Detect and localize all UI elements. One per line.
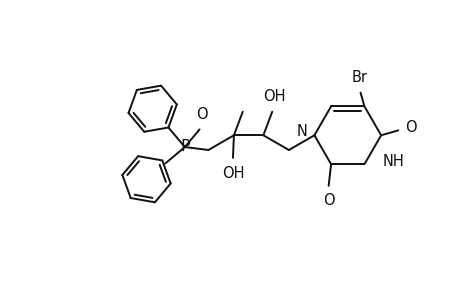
Text: N: N <box>296 124 307 139</box>
Text: O: O <box>404 120 416 135</box>
Text: Br: Br <box>351 70 367 85</box>
Text: O: O <box>195 107 207 122</box>
Text: OH: OH <box>221 166 244 181</box>
Text: O: O <box>322 193 334 208</box>
Text: NH: NH <box>382 154 404 169</box>
Text: P: P <box>179 139 189 154</box>
Text: OH: OH <box>263 89 285 104</box>
